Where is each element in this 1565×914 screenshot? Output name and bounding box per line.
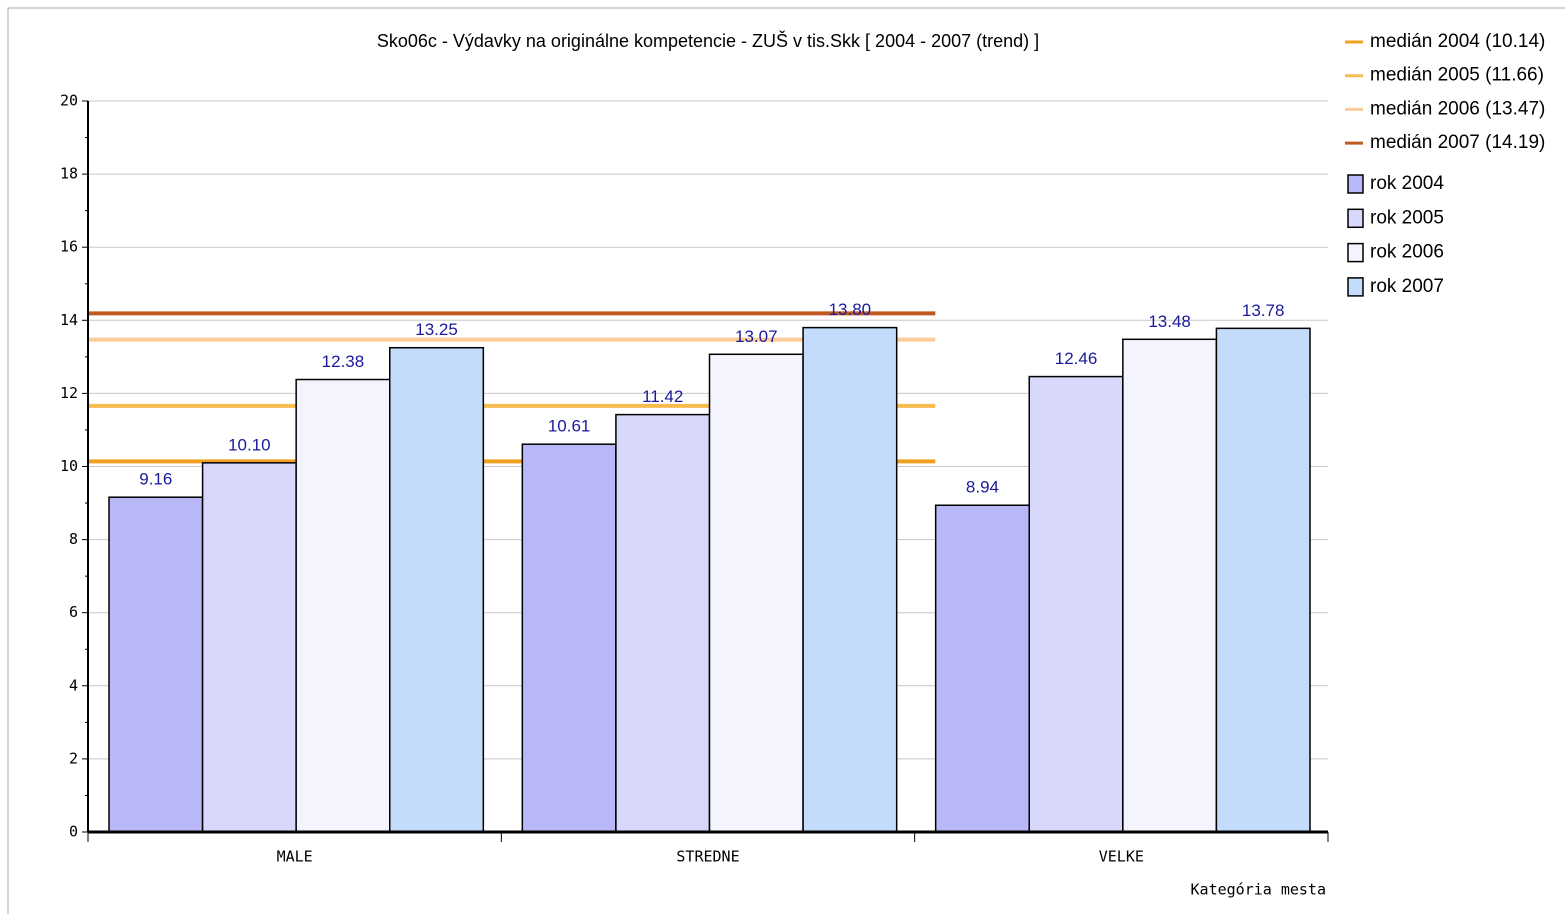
- chart-title: Sko06c - Výdavky na originálne kompetenc…: [377, 30, 1039, 51]
- legend-label: medián 2006 (13.47): [1370, 98, 1545, 119]
- bar: [1028, 375, 1124, 833]
- data-label: 13.07: [735, 327, 778, 346]
- legend-label: rok 2006: [1370, 242, 1444, 263]
- bar: [389, 346, 485, 833]
- data-label: 12.46: [1055, 349, 1098, 368]
- bar: [708, 353, 804, 833]
- frame: [7, 7, 1565, 914]
- data-label: 8.94: [966, 478, 999, 497]
- legend-label: rok 2007: [1370, 276, 1444, 297]
- legend-label: medián 2005 (11.66): [1370, 65, 1544, 86]
- bar: [934, 504, 1031, 833]
- data-label: 13.25: [415, 320, 458, 339]
- x-tick-label: VELKE: [1099, 848, 1144, 866]
- bar: [108, 496, 204, 833]
- legend-swatch: [1347, 208, 1364, 229]
- legend-label: rok 2004: [1370, 173, 1444, 194]
- data-label: 13.78: [1242, 301, 1285, 320]
- bar: [1215, 327, 1311, 833]
- bar: [802, 326, 898, 833]
- bar: [521, 443, 617, 833]
- legend-label: medián 2007 (14.19): [1370, 132, 1545, 153]
- y-tick-label: 14: [60, 311, 78, 329]
- x-tick-label: MALE: [277, 848, 313, 866]
- data-label: 13.80: [829, 300, 872, 319]
- data-label: 12.38: [322, 352, 365, 371]
- data-label: 13.48: [1148, 312, 1191, 331]
- bar: [201, 462, 297, 833]
- data-label: 11.42: [642, 387, 683, 406]
- y-tick-label: 2: [69, 749, 78, 767]
- y-tick-label: 18: [60, 165, 78, 183]
- bar: [295, 378, 391, 833]
- legend-swatch: [1347, 242, 1364, 263]
- y-tick-label: 10: [60, 457, 78, 475]
- bar: [1122, 338, 1218, 833]
- x-axis-label: Kategória mesta: [1191, 881, 1326, 899]
- data-label: 9.16: [139, 470, 172, 489]
- data-label: 10.10: [228, 435, 271, 454]
- legend-swatch: [1347, 174, 1364, 194]
- y-tick-label: 8: [69, 530, 78, 548]
- y-tick-label: 16: [60, 238, 78, 256]
- bar: [615, 413, 711, 833]
- y-tick-label: 6: [69, 603, 78, 621]
- x-tick-label: STREDNE: [676, 848, 739, 866]
- y-tick-label: 20: [60, 92, 78, 110]
- y-tick-label: 12: [60, 384, 78, 402]
- y-tick-label: 4: [69, 676, 78, 694]
- y-tick-label: 0: [69, 823, 78, 841]
- legend-swatch: [1347, 277, 1364, 297]
- legend-label: medián 2004 (10.14): [1370, 31, 1545, 52]
- legend-label: rok 2005: [1370, 207, 1444, 228]
- data-label: 10.61: [548, 417, 591, 436]
